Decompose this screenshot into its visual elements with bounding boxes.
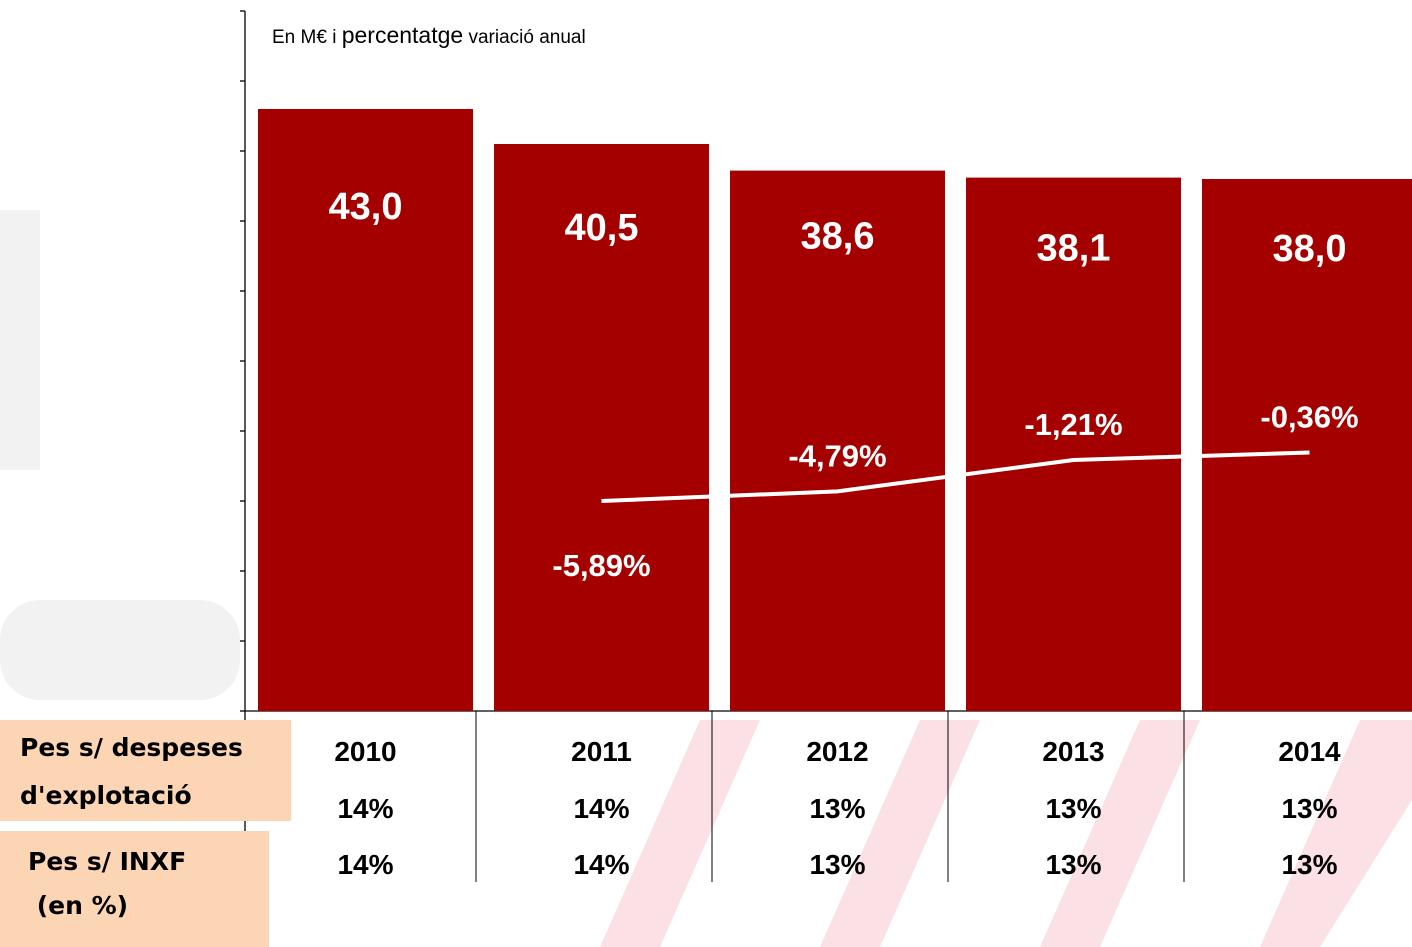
line-value-label: -0,36% xyxy=(1260,400,1358,435)
line-value-label: -1,21% xyxy=(1024,407,1122,442)
data-labels: 43,0 40,5 38,6 38,1 38,0 -5,89% -4,79% -1,21% -0… xyxy=(329,186,1359,583)
table-cell: 13% xyxy=(1281,793,1337,824)
row-label-despeses: Pes s/ despeses d'explotació xyxy=(0,720,291,821)
data-table: 2010 14% 14% 2011 14% 14% 2012 13% 13% 2013 13% 13%… xyxy=(334,711,1341,882)
table-cell: 13% xyxy=(1045,849,1101,880)
variation-line xyxy=(601,450,1310,503)
subtitle-part-3: variació anual xyxy=(463,27,586,48)
bar-value-label: 38,6 xyxy=(801,216,875,258)
bar-series xyxy=(258,109,1412,712)
bar-value-label: 38,0 xyxy=(1273,228,1347,270)
bar xyxy=(494,144,709,711)
bar xyxy=(1202,179,1412,711)
bar xyxy=(258,109,473,711)
x-tick-label: 2010 xyxy=(334,736,396,767)
row-label-line: (en %) xyxy=(28,891,129,920)
x-tick-label: 2014 xyxy=(1278,736,1341,767)
line-series xyxy=(601,450,1310,503)
row-label-line: Pes s/ despeses xyxy=(20,733,243,762)
table-cell: 14% xyxy=(573,793,629,824)
subtitle-part-2: percentatge xyxy=(341,22,464,48)
bar-value-label: 43,0 xyxy=(329,186,403,228)
table-cell: 14% xyxy=(573,849,629,880)
row-label-inxf: Pes s/ INXF (en %) xyxy=(0,831,269,947)
bar-value-label: 38,1 xyxy=(1037,228,1111,270)
bar xyxy=(730,170,945,712)
table-cell: 13% xyxy=(1045,793,1101,824)
bar xyxy=(966,177,1181,712)
table-cell: 13% xyxy=(1281,849,1337,880)
line-value-label: -4,79% xyxy=(788,438,886,473)
line-value-label: -5,89% xyxy=(552,548,650,583)
x-tick-label: 2012 xyxy=(806,736,868,767)
table-cell: 14% xyxy=(337,849,393,880)
row-label-line: Pes s/ INXF xyxy=(28,847,187,876)
x-tick-label: 2013 xyxy=(1042,736,1104,767)
table-cell: 13% xyxy=(809,793,865,824)
subtitle-part-1: En M€ i xyxy=(272,27,342,48)
table-cell: 13% xyxy=(809,849,865,880)
bar-value-label: 40,5 xyxy=(565,207,639,249)
x-tick-label: 2011 xyxy=(571,736,632,767)
table-cell: 14% xyxy=(337,793,393,824)
chart-subtitle: En M€ i percentatge variació anual xyxy=(272,22,586,49)
row-label-line: d'explotació xyxy=(20,781,192,810)
